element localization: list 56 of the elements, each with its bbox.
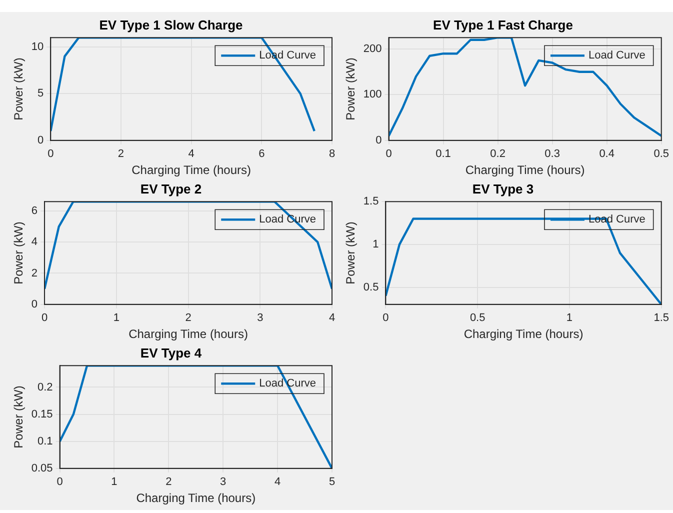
x-tick-label: 1 — [566, 312, 573, 324]
x-tick-label: 0.1 — [436, 148, 451, 160]
chart-title: EV Type 4 — [140, 345, 202, 360]
x-tick-label: 5 — [328, 476, 336, 488]
y-tick-label: 2 — [31, 267, 38, 280]
x-tick-label: 6 — [258, 148, 265, 160]
y-tick-label: 0 — [31, 298, 38, 310]
x-tick-label: 1.5 — [654, 312, 670, 324]
y-tick-label: 1.5 — [363, 196, 379, 208]
x-tick-label: 0.2 — [490, 148, 506, 160]
x-tick-label: 0.5 — [654, 148, 670, 160]
x-tick-label: 0.3 — [544, 148, 560, 160]
x-axis-title: Charging Time (hours) — [136, 491, 256, 506]
y-axis-title: Power (kW) — [12, 222, 26, 284]
x-tick-label: 0.5 — [470, 312, 486, 324]
y-tick-label: 0.15 — [31, 408, 53, 420]
y-tick-label: 0 — [38, 134, 44, 146]
x-tick-label: 4 — [188, 148, 194, 160]
y-tick-label: 0.1 — [38, 435, 53, 448]
x-axis-title: Charging Time (hours) — [465, 163, 585, 178]
x-tick-label: 4 — [274, 476, 281, 488]
y-tick-label: 10 — [31, 40, 44, 53]
x-tick-label: 2 — [166, 476, 172, 488]
y-tick-label: 6 — [31, 204, 38, 217]
legend-label: Load Curve — [588, 50, 646, 62]
x-tick-label: 2 — [185, 312, 192, 324]
x-tick-label: 1 — [111, 476, 118, 488]
x-tick-label: 2 — [118, 148, 124, 160]
y-tick-label: 0.2 — [38, 381, 53, 394]
y-tick-label: 5 — [38, 88, 44, 100]
y-tick-label: 100 — [363, 88, 382, 101]
x-tick-label: 0 — [386, 148, 392, 160]
x-tick-label: 4 — [328, 312, 336, 324]
y-tick-label: 0.5 — [363, 281, 379, 294]
x-tick-label: 8 — [328, 148, 336, 160]
chart-title: EV Type 2 — [140, 181, 202, 196]
y-tick-label: 0.05 — [31, 462, 53, 474]
y-tick-label: 1 — [372, 238, 379, 250]
y-tick-label: 0 — [376, 134, 382, 146]
x-tick-label: 3 — [220, 476, 226, 488]
chart-title: EV Type 1 Slow Charge — [99, 17, 243, 32]
y-axis-title: Power (kW) — [12, 58, 26, 120]
chart-title: EV Type 3 — [472, 181, 534, 196]
x-axis-title: Charging Time (hours) — [132, 163, 252, 178]
y-tick-label: 4 — [31, 236, 38, 248]
y-tick-label: 200 — [363, 43, 382, 56]
x-tick-label: 1 — [113, 312, 120, 324]
y-axis-title: Power (kW) — [344, 222, 358, 284]
y-axis-title: Power (kW) — [12, 386, 26, 448]
x-axis-title: Charging Time (hours) — [128, 327, 248, 342]
x-axis-title: Charging Time (hours) — [464, 327, 584, 342]
chart-title: EV Type 1 Fast Charge — [433, 17, 573, 32]
x-tick-label: 3 — [257, 312, 264, 324]
y-axis-title: Power (kW) — [344, 58, 358, 120]
x-tick-label: 0.4 — [599, 148, 614, 160]
x-tick-label: 0 — [56, 476, 63, 488]
